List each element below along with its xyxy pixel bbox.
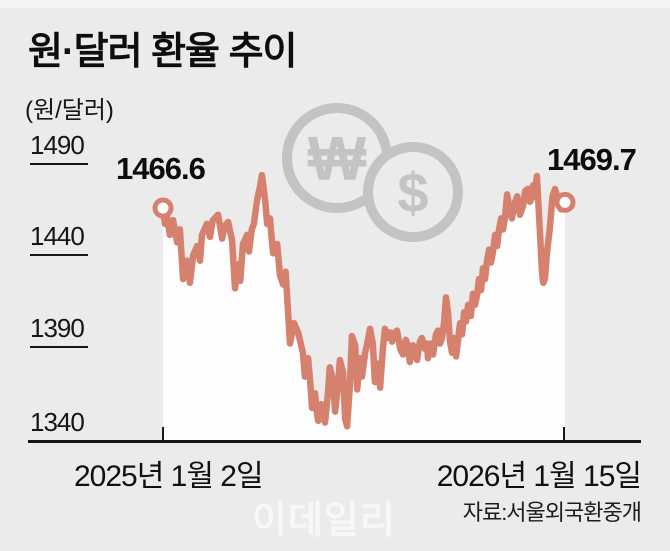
x-axis-label-start: 2025년 1월 2일: [74, 460, 264, 493]
dollar-sign-glyph: $: [397, 161, 428, 224]
y-tick-1490: 1490: [30, 132, 88, 165]
y-tick-1440: 1440: [30, 223, 88, 256]
start-marker: [152, 197, 174, 219]
top-strip: [0, 0, 670, 8]
area-fill: [163, 175, 565, 440]
end-value-label: 1469.7: [547, 142, 637, 177]
edaily-watermark: 이데일리: [252, 500, 396, 542]
y-tick-1340: 1340: [30, 407, 85, 437]
end-marker: [554, 191, 576, 213]
x-axis-tick-start: [162, 427, 164, 440]
y-tick-1390: 1390: [30, 315, 88, 348]
won-sign-glyph: ₩: [308, 125, 367, 194]
x-axis-label-end: 2026년 1월 15일: [436, 460, 642, 493]
start-value-label: 1466.6: [116, 151, 206, 186]
unit-label: (원/달러): [25, 97, 114, 124]
x-axis-tick-end: [563, 427, 565, 440]
exchange-rate-line: [159, 171, 569, 430]
source-label: 자료:서울외국환중개: [462, 500, 642, 525]
dollar-coin-icon: $: [363, 142, 463, 242]
x-axis-line: [28, 440, 641, 443]
page-title: 원·달러 환율 추이: [28, 31, 297, 73]
